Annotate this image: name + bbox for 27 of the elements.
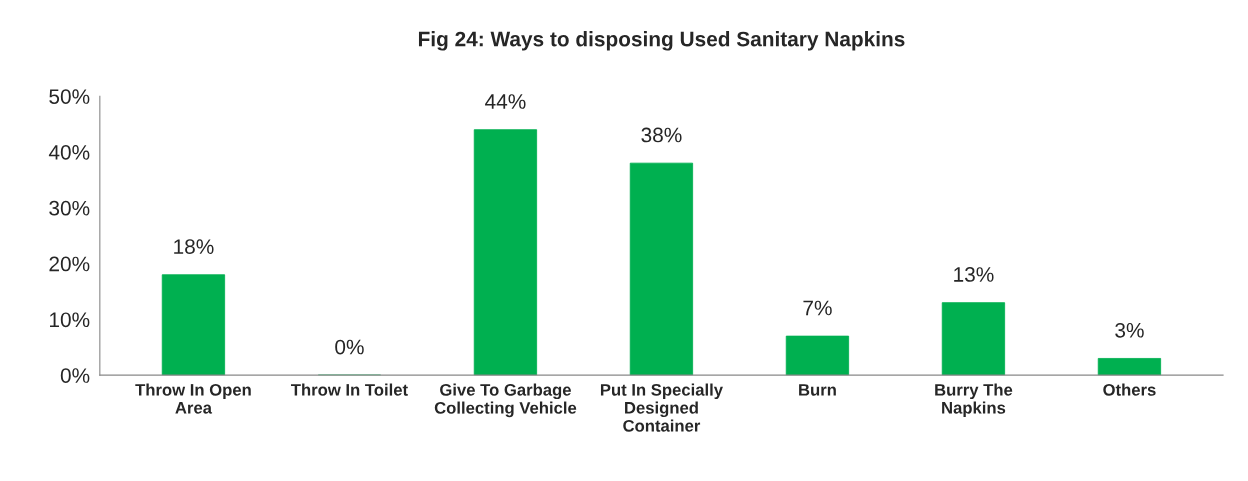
data-label: 13% [954,267,994,282]
x-tick-label: Others [1103,383,1156,396]
data-label: 44% [485,94,526,109]
data-label: 18% [174,239,214,254]
y-tick-label: 30% [49,200,90,216]
bar [1097,358,1162,376]
bar [473,129,538,376]
bar [629,162,694,376]
x-tick-label: Give To Garbage Collecting Vehicle [434,383,577,418]
x-tick-label: Burry The Napkins [935,383,1013,417]
bar [161,274,226,376]
bar [941,302,1006,376]
y-tick-label: 0% [60,368,90,383]
data-label: 7% [803,300,832,316]
x-tick-label: Burn [799,384,836,396]
y-tick-label: 40% [48,145,90,160]
x-tick-label: Throw In Toilet [290,383,408,396]
x-tick-label: Throw In Open Area [135,383,251,414]
data-label: 38% [641,127,682,143]
data-label: 0% [335,339,364,355]
data-label: 3% [1115,322,1144,338]
chart-title: Fig 24: Ways to disposing Used Sanitary Napkins [418,31,905,51]
x-tick-label: Put In Specially Designed Container [600,383,723,432]
y-tick-label: 10% [50,312,90,328]
y-tick-label: 50% [49,89,90,104]
bar [785,335,850,376]
y-tick-label: 20% [49,256,90,272]
